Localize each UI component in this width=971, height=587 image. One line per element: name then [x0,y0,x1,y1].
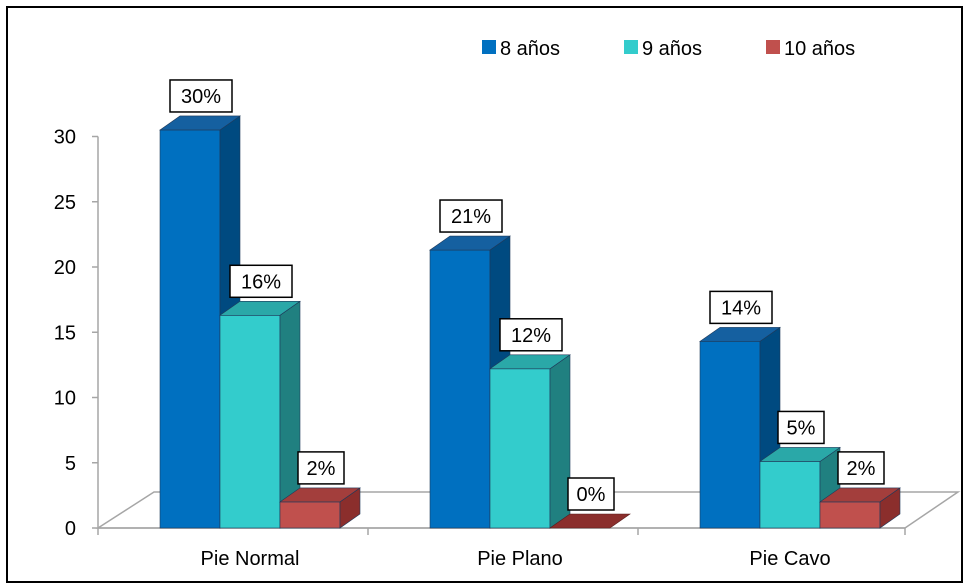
bar-pie-plano-10-anos [549,513,631,529]
bar-pie-plano-8-anos-front [429,249,491,529]
y-tick-label: 25 [54,192,76,214]
data-label: 12% [511,325,551,347]
bar-pie-cavo-10-anos-front [819,501,881,529]
legend-label: 10 años [784,38,855,60]
bar-pie-normal-10-anos-front [279,501,341,529]
legend-item-8-anos: 8 años [482,38,560,60]
legend-swatch [766,40,780,54]
bar-pie-plano-9-anos-top [489,354,571,370]
y-tick-label: 20 [54,257,76,279]
legend-label: 8 años [500,38,560,60]
legend-label: 9 años [642,38,702,60]
y-tick-label: 10 [54,388,76,410]
bar-pie-cavo-9-anos-front [759,461,821,529]
bar-pie-cavo-8-anos [699,326,781,529]
data-label: 16% [241,271,281,293]
data-label-pie-normal-9-anos: 16% [229,264,293,299]
bar-pie-plano-8-anos-top [429,235,511,251]
data-label-pie-plano-10-anos: 0% [567,477,615,511]
data-label-pie-cavo-9-anos: 5% [777,410,825,445]
legend: 8 años 9 años 10 años [482,38,855,60]
data-label-box [439,199,503,233]
y-tick-label: 0 [65,518,76,540]
data-label-pie-normal-8-anos: 30% [169,79,233,113]
data-label-box [709,290,773,325]
data-label-box [567,477,615,511]
legend-swatch [482,40,496,54]
x-axis: Pie Normal Pie Plano Pie Cavo [201,548,831,570]
data-label-box [837,451,885,485]
bar-pie-normal-8-anos-front [159,129,221,529]
y-tick-label: 5 [65,453,76,475]
category-label-pie-plano: Pie Plano [477,548,563,570]
y-tick-label: 30 [54,127,76,149]
data-label: 30% [181,86,221,108]
data-label: 14% [721,297,761,319]
data-label-box [229,264,293,299]
bar-pie-normal-9-anos-front [219,314,281,529]
data-label: 5% [787,417,816,439]
category-label-pie-normal: Pie Normal [201,548,300,570]
bar-pie-cavo-8-anos-top [699,327,781,342]
data-label-pie-normal-10-anos: 2% [297,451,345,485]
data-label: 0% [577,484,606,506]
data-label: 2% [847,458,876,480]
data-label: 2% [307,458,336,480]
y-tick-label: 15 [54,322,76,344]
bar-pie-plano-9-anos-side [549,354,571,529]
bar-pie-cavo-10-anos-top [819,487,901,503]
bar-pie-plano-10-anos-flat [549,513,631,529]
bar-pie-cavo-10-anos [819,487,901,529]
data-labels: 30% 16% 2% 21% 12% 0% 14% 5% 2% [169,79,885,511]
bar-pie-cavo-9-anos-top [759,447,841,462]
legend-swatch [624,40,638,54]
data-label: 21% [451,206,491,228]
bar-pie-normal-9-anos [219,300,301,529]
bar-pie-cavo-8-anos-front [699,341,761,529]
bar-pie-normal-10-anos-top [279,487,361,503]
category-label-pie-cavo: Pie Cavo [749,548,830,570]
legend-item-10-anos: 10 años [766,38,855,60]
legend-item-9-anos: 9 años [624,38,702,60]
data-label-pie-cavo-10-anos: 2% [837,451,885,485]
bar-pie-normal-8-anos-top [159,115,241,131]
bar-pie-normal-10-anos [279,487,361,529]
bar-pie-normal-9-anos-top [219,300,301,316]
data-label-pie-cavo-8-anos: 14% [709,290,773,325]
data-label-pie-plano-8-anos: 21% [439,199,503,233]
data-label-box [777,410,825,445]
data-label-box [297,451,345,485]
data-label-box [169,79,233,113]
bar-pie-plano-9-anos-front [489,368,551,529]
data-label-pie-plano-9-anos: 12% [499,318,563,352]
data-label-box [499,318,563,352]
bars [159,115,901,529]
bar-pie-plano-9-anos [489,354,571,529]
